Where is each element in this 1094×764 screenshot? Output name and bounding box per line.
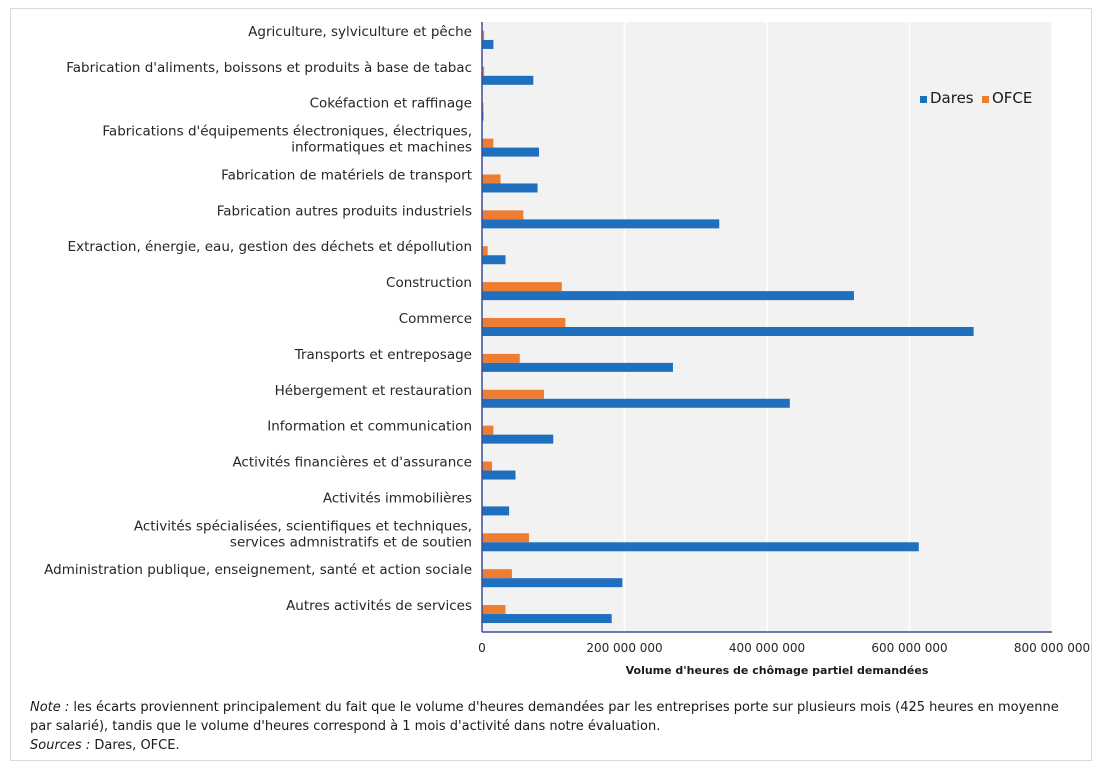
category-label: Administration publique, enseignement, s… [44,562,472,578]
category-label: Hébergement et restauration [275,383,472,399]
category-label: Fabrications d'équipements électroniques… [102,124,472,140]
sources-line: Sources : Dares, OFCE. [30,736,1070,755]
legend-swatch-dares [920,96,927,103]
bar-ofce [482,318,566,327]
bar-ofce [482,138,494,148]
bars-layer [482,30,974,624]
bar-ofce [482,282,562,292]
bar-ofce [482,246,488,256]
category-label: services admnistratifs et de soutien [230,534,472,550]
bar-ofce [482,389,544,399]
bar-ofce [482,569,512,579]
category-label: Information et communication [267,419,472,435]
legend-swatch-ofce [982,96,989,103]
bar-dares [482,542,919,552]
bar-chart: Agriculture, sylviculture et pêche Fabric… [44,22,1090,677]
bar-dares [482,39,494,49]
bar-dares [482,578,623,588]
category-label: Activités immobilières [323,490,472,506]
x-tick-label: 400 000 000 [729,641,805,655]
bar-dares [482,506,510,516]
bar-ofce [482,66,485,76]
category-labels: Agriculture, sylviculture et pêche Fabric… [44,24,472,614]
note-text: les écarts proviennent principalement du… [30,700,1059,734]
x-tick-label: 200 000 000 [586,641,662,655]
category-label: informatiques et machines [291,140,472,156]
category-label: Transports et entreposage [294,347,472,363]
bar-ofce [482,210,524,220]
bar-dares [482,470,516,480]
x-tick-label: 600 000 000 [871,641,947,655]
bar-ofce [482,353,520,363]
bar-ofce [482,533,530,543]
bar-ofce [482,425,494,435]
legend-label-dares: Dares [930,89,974,107]
x-axis-title: Volume d'heures de chômage partiel deman… [626,664,929,677]
bar-dares [482,75,534,85]
legend-label-ofce: OFCE [992,89,1032,107]
x-tick-label: 800 000 000 [1014,641,1090,655]
legend: Dares OFCE [920,89,1032,107]
note-line: Note : les écarts proviennent principale… [30,698,1070,736]
axes: 0 200 000 000 400 000 000 600 000 000 800 00… [478,22,1090,655]
bar-ofce [482,30,485,40]
bar-dares [482,362,673,372]
bar-dares [482,398,790,408]
bar-dares [482,614,612,624]
category-label: Activités spécialisées, scientifiques et… [134,518,472,534]
category-label: Autres activités de services [286,598,472,614]
bar-dares [482,327,974,336]
category-label: Construction [386,275,472,291]
x-tick-label: 0 [478,641,486,655]
category-label: Fabrication autres produits industriels [217,203,472,219]
category-label: Fabrication d'aliments, boissons et prod… [66,60,472,76]
category-label: Cokéfaction et raffinage [310,96,472,112]
category-label: Activités financières et d'assurance [232,455,472,471]
bar-dares [482,147,539,157]
bar-dares [482,434,554,444]
bar-dares [482,255,506,265]
category-label: Agriculture, sylviculture et pêche [248,24,472,40]
category-label: Commerce [399,311,472,327]
note-label: Note : [30,700,70,715]
bar-dares [482,183,538,193]
sources-label: Sources : [30,738,91,753]
bar-ofce [482,461,492,471]
bar-ofce [482,605,506,615]
figure-frame [10,8,1092,761]
category-label: Extraction, énergie, eau, gestion des dé… [68,239,472,255]
bar-dares [482,291,854,301]
bar-dares [482,219,720,229]
bar-ofce [482,174,501,184]
category-label: Fabrication de matériels de transport [221,167,472,183]
sources-text: Dares, OFCE. [90,738,180,753]
figure-notes: Note : les écarts proviennent principale… [30,698,1070,755]
